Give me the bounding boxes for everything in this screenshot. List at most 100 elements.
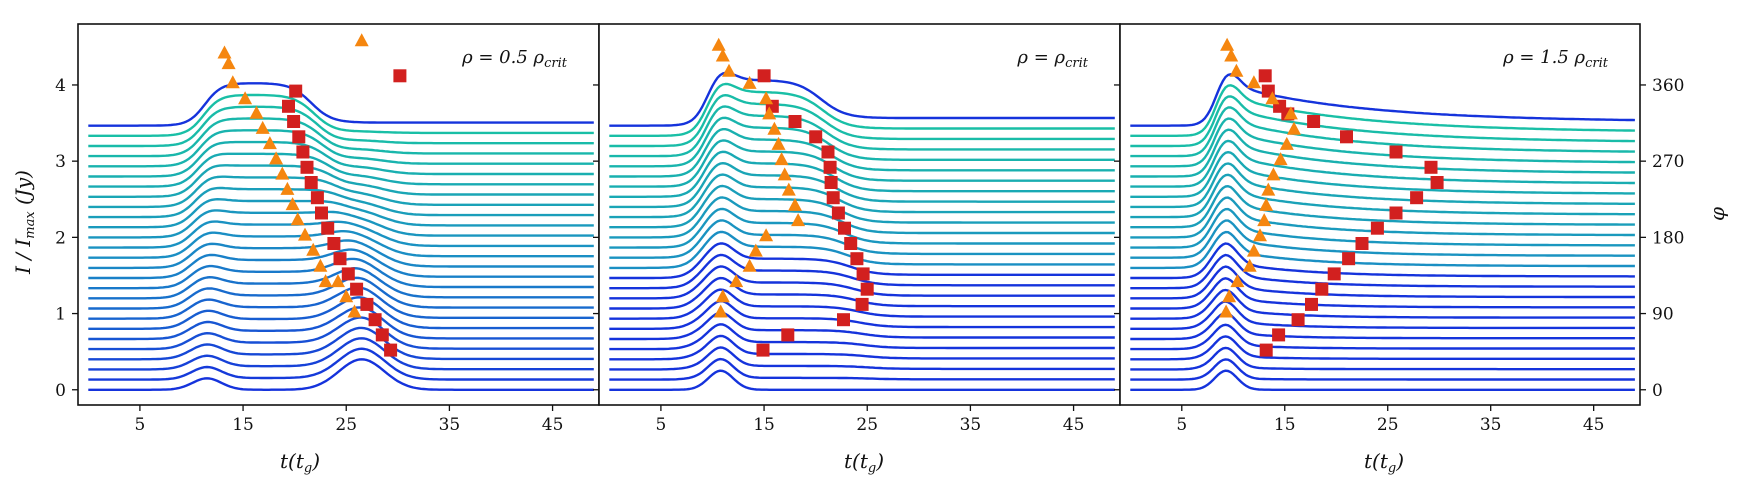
triangle-marker — [777, 167, 792, 181]
panel-rho-1.5: 5 15 25 35 45 0 90 180 270 360 ρ = 1.5 ρcrit — [1114, 23, 1684, 435]
series-line — [609, 196, 1115, 239]
x-axis-label: t(tg) — [1364, 449, 1404, 476]
series-line — [609, 82, 1115, 137]
triangle-marker — [713, 304, 728, 318]
square-marker — [296, 145, 310, 159]
triangle-marker — [306, 242, 321, 256]
square-marker — [384, 343, 398, 357]
triangle-marker — [791, 213, 806, 227]
x-tick-label: 25 — [335, 415, 357, 435]
series-line — [609, 357, 1115, 381]
series-line — [88, 220, 594, 249]
square-marker — [831, 206, 845, 220]
panel-title: ρ = ρcrit — [1016, 47, 1088, 71]
x-tick-label: 45 — [1583, 415, 1605, 435]
triangle-marker — [1287, 121, 1301, 135]
series-line — [88, 105, 594, 148]
series-line — [609, 323, 1115, 351]
panel-rho-0.5: 5 15 25 35 45 0 1 2 3 4 ρ = 0.5 ρcrit — [55, 23, 600, 435]
series-line — [1130, 265, 1635, 300]
square-marker — [824, 176, 838, 189]
series-line — [1130, 219, 1635, 259]
series-line — [88, 296, 594, 330]
triangle-marker — [781, 182, 796, 196]
x-tick-label: 5 — [655, 415, 666, 435]
series-line — [88, 140, 594, 178]
square-marker — [289, 84, 303, 98]
y-tick-label: 0 — [55, 381, 66, 401]
series-line — [1130, 369, 1635, 391]
series-line — [1130, 173, 1635, 219]
series-line — [88, 209, 594, 239]
series-line — [88, 267, 594, 300]
series-line — [1130, 106, 1635, 158]
series-line — [88, 358, 594, 391]
series-line — [1130, 323, 1635, 351]
series-line — [1130, 300, 1635, 330]
series-line — [609, 116, 1115, 168]
triangle-marker — [711, 37, 726, 51]
triangle-marker — [1265, 91, 1280, 105]
square-marker — [315, 206, 328, 220]
series-line — [88, 306, 594, 341]
triangle-marker — [762, 106, 777, 120]
x-tick-label: 25 — [1377, 415, 1399, 435]
series-line — [1130, 84, 1635, 137]
triangle-marker — [1219, 304, 1234, 318]
square-marker — [781, 328, 795, 342]
square-marker — [1342, 252, 1356, 266]
square-marker — [837, 313, 850, 327]
square-marker — [282, 99, 295, 113]
series-line — [1130, 151, 1635, 198]
square-marker — [1259, 343, 1273, 357]
triangle-marker — [318, 274, 333, 288]
square-marker — [850, 252, 864, 266]
x-tick-label: 5 — [1176, 415, 1187, 435]
series-line — [88, 286, 594, 320]
square-marker — [856, 267, 870, 281]
series-line — [1130, 358, 1635, 381]
x-tick-label: 25 — [856, 415, 878, 435]
square-marker — [1370, 221, 1384, 235]
series-line — [1130, 242, 1635, 280]
triangle-marker — [298, 227, 312, 241]
square-marker — [321, 221, 335, 235]
series-line — [609, 300, 1115, 330]
x-tick-label: 35 — [960, 415, 982, 435]
series-line — [1130, 335, 1635, 361]
square-marker — [341, 267, 355, 281]
series-line — [1130, 95, 1635, 148]
y-tick-label: 2 — [55, 228, 66, 248]
series-line — [88, 164, 594, 198]
square-marker — [809, 130, 823, 144]
triangle-marker — [729, 274, 744, 288]
triangle-marker — [774, 152, 789, 166]
plot-frame — [1119, 23, 1641, 406]
triangle-marker — [1283, 106, 1298, 120]
x-tick-label: 45 — [1063, 415, 1085, 435]
triangle-marker — [313, 258, 328, 272]
series-line — [1130, 346, 1635, 371]
triangle-marker — [339, 289, 354, 303]
square-marker — [1355, 237, 1369, 250]
square-marker — [1389, 145, 1403, 159]
square-marker — [1389, 206, 1403, 220]
triangle-marker — [275, 166, 290, 180]
square-marker — [1307, 115, 1321, 128]
square-marker — [1410, 191, 1424, 205]
square-marker — [304, 176, 318, 189]
square-marker — [368, 313, 382, 327]
triangle-marker — [742, 75, 757, 89]
x-tick-label: 35 — [1480, 415, 1502, 435]
square-marker — [844, 237, 858, 250]
square-marker — [375, 328, 389, 342]
series-line — [609, 219, 1115, 259]
triangle-marker — [255, 120, 270, 134]
x-tick-label: 15 — [1274, 415, 1296, 435]
series-line — [88, 186, 594, 219]
series-line — [1130, 288, 1635, 320]
square-marker — [1315, 282, 1329, 296]
square-marker — [1340, 130, 1353, 144]
square-marker — [788, 115, 802, 128]
